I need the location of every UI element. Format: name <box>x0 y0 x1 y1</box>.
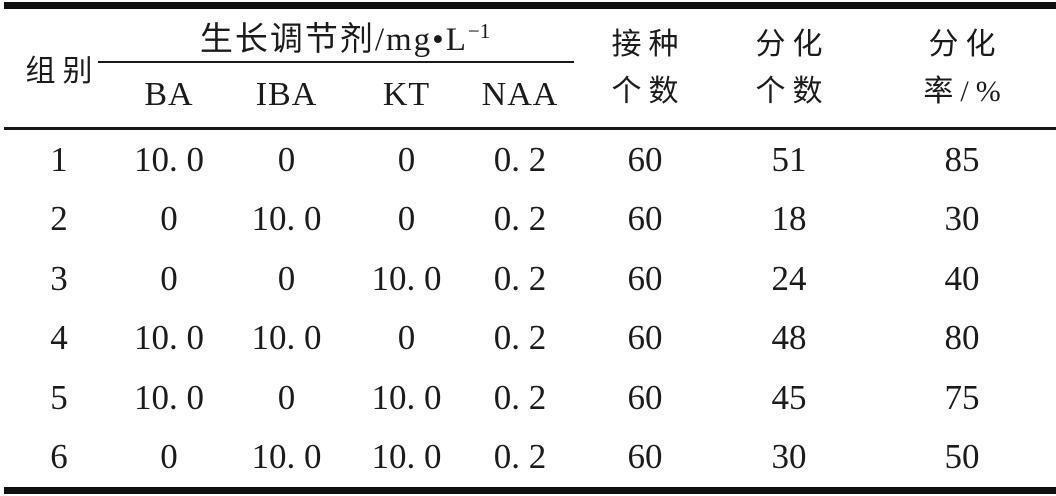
cell-rate: 40 <box>944 258 980 298</box>
cell-kt: 0 <box>397 139 416 179</box>
header-row-subcolumns: BA IBA KT NAA <box>4 63 1056 129</box>
rate-label-line2: 率/% <box>923 75 1008 108</box>
cell-iba: 0 <box>277 139 296 179</box>
table-row: 5 10. 0 0 10. 0 0. 2 60 45 75 <box>4 368 1056 427</box>
cell-naa: 0. 2 <box>493 318 547 358</box>
inoculated-label-line2: 个数 <box>611 75 686 108</box>
column-header-group-label: 组别 <box>25 55 100 88</box>
column-header-naa: NAA <box>481 76 559 113</box>
header-row-spanner: 组别 生长调节剂/mg•L−1 接种 个数 分化 个数 分化 率/% <box>4 6 1056 108</box>
cell-ba: 10. 0 <box>134 139 204 179</box>
cell-differentiated: 45 <box>771 377 807 417</box>
cell-inoculated: 60 <box>627 139 663 179</box>
cell-kt: 10. 0 <box>371 258 442 298</box>
column-header-kt: KT <box>382 76 431 113</box>
cell-kt: 10. 0 <box>371 437 442 477</box>
cell-group: 2 <box>50 199 68 239</box>
regulator-unit-label: 生长调节剂/mg•L <box>199 22 468 58</box>
differentiated-label-line2: 个数 <box>755 75 830 108</box>
column-header-group: 组别 <box>4 6 114 129</box>
cell-ba: 0 <box>160 437 178 477</box>
cell-naa: 0. 2 <box>493 199 547 239</box>
cell-naa: 0. 2 <box>493 377 547 417</box>
column-header-iba: IBA <box>255 76 318 113</box>
cell-differentiated: 24 <box>771 258 807 298</box>
cell-rate: 75 <box>944 377 980 417</box>
table-row: 6 0 10. 0 10. 0 0. 2 60 30 50 <box>4 427 1056 490</box>
cell-kt: 0 <box>397 199 416 239</box>
differentiated-label-line1: 分化 <box>755 28 830 61</box>
inoculated-label-line1: 接种 <box>611 28 686 61</box>
cell-differentiated: 30 <box>771 437 807 477</box>
cell-ba: 10. 0 <box>134 318 204 358</box>
column-header-differentiated: 分化 个数 <box>714 6 864 129</box>
cell-naa: 0. 2 <box>493 437 547 477</box>
cell-ba: 0 <box>160 258 178 298</box>
cell-kt: 10. 0 <box>371 377 442 417</box>
cell-iba: 10. 0 <box>251 318 322 358</box>
cell-inoculated: 60 <box>627 437 663 477</box>
table-row: 1 10. 0 0 0 0. 2 60 51 85 <box>4 129 1056 190</box>
column-header-ba: BA <box>144 76 194 113</box>
cell-inoculated: 60 <box>627 377 663 417</box>
table-body: 1 10. 0 0 0 0. 2 60 51 85 2 0 10. 0 0 0.… <box>4 129 1056 491</box>
cell-rate: 50 <box>944 437 980 477</box>
cell-naa: 0. 2 <box>493 258 547 298</box>
growth-regulator-table: 组别 生长调节剂/mg•L−1 接种 个数 分化 个数 分化 率/% <box>4 2 1056 494</box>
rate-label-line1: 分化 <box>928 28 1003 61</box>
table-header: 组别 生长调节剂/mg•L−1 接种 个数 分化 个数 分化 率/% <box>4 6 1056 129</box>
cell-group: 1 <box>50 139 68 179</box>
cell-inoculated: 60 <box>627 258 663 298</box>
cell-kt: 0 <box>397 318 416 358</box>
cell-iba: 0 <box>277 377 296 417</box>
cell-rate: 85 <box>944 139 980 179</box>
table-row: 4 10. 0 10. 0 0 0. 2 60 48 80 <box>4 308 1056 367</box>
table-row: 3 0 0 10. 0 0. 2 60 24 40 <box>4 249 1056 308</box>
regulator-unit-superscript: −1 <box>467 19 491 43</box>
cell-naa: 0. 2 <box>493 139 547 179</box>
cell-rate: 30 <box>944 199 980 239</box>
cell-differentiated: 48 <box>771 318 807 358</box>
cell-iba: 10. 0 <box>251 199 322 239</box>
cell-group: 5 <box>50 377 68 417</box>
cell-group: 4 <box>50 318 68 358</box>
cell-group: 3 <box>50 258 68 298</box>
column-header-rate: 分化 率/% <box>864 6 1056 129</box>
cell-rate: 80 <box>944 318 980 358</box>
column-header-regulator-spanner: 生长调节剂/mg•L−1 <box>97 6 576 64</box>
cell-differentiated: 51 <box>771 139 807 179</box>
cell-inoculated: 60 <box>627 199 663 239</box>
cell-iba: 10. 0 <box>251 437 322 477</box>
cell-ba: 0 <box>160 199 178 239</box>
cell-inoculated: 60 <box>627 318 663 358</box>
cell-differentiated: 18 <box>771 199 807 239</box>
cell-iba: 0 <box>277 258 296 298</box>
cell-ba: 10. 0 <box>134 377 204 417</box>
cell-group: 6 <box>50 437 68 477</box>
column-header-inoculated: 接种 个数 <box>576 6 714 129</box>
table-row: 2 0 10. 0 0 0. 2 60 18 30 <box>4 190 1056 249</box>
